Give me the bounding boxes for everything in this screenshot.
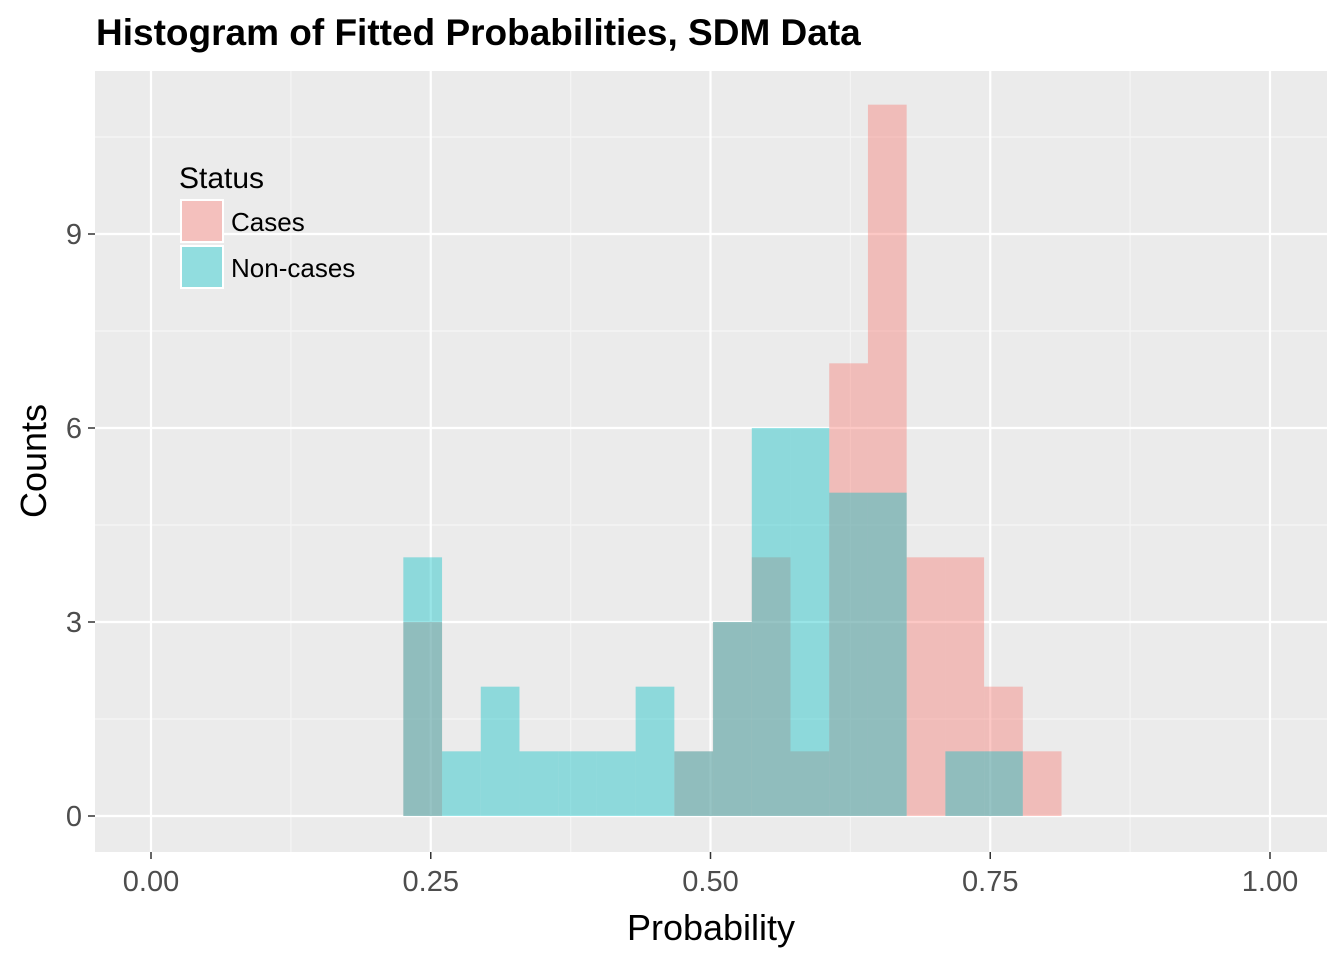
x-tick-label: 0.75 (962, 866, 1018, 898)
bar-non-cases (596, 751, 636, 816)
bar-non-cases (558, 751, 597, 816)
y-tick-label: 6 (66, 413, 82, 445)
bar-non-cases (713, 622, 752, 816)
legend-label: Cases (231, 207, 305, 237)
bar-non-cases (984, 751, 1023, 816)
bar-cases (713, 622, 752, 816)
bar-cases (867, 104, 907, 816)
bar-cases (984, 686, 1023, 816)
y-axis: 0 3 6 9 (66, 219, 95, 833)
x-axis: 0.00 0.25 0.50 0.75 1.00 (123, 852, 1298, 898)
bar-cases (1022, 751, 1062, 816)
chart-title: Histogram of Fitted Probabilities, SDM D… (96, 12, 861, 53)
legend-label: Non-cases (231, 253, 355, 283)
bar-non-cases (635, 686, 675, 816)
y-tick-label: 3 (66, 607, 82, 639)
legend: Status Cases Non-cases (179, 162, 355, 289)
bar-non-cases (945, 751, 985, 816)
bar-cases (751, 557, 791, 816)
bar-non-cases (751, 428, 791, 816)
x-axis-title: Probability (627, 907, 795, 948)
legend-title: Status (179, 162, 264, 195)
bar-non-cases (403, 557, 443, 816)
bar-cases (945, 557, 985, 816)
bar-non-cases (867, 492, 907, 816)
major-gridlines (95, 71, 1327, 852)
legend-key-background (181, 246, 223, 288)
x-tick-label: 0.50 (682, 866, 738, 898)
bar-cases (674, 751, 714, 816)
legend-swatch (180, 199, 224, 243)
bar-cases (403, 622, 443, 816)
legend-key-background (181, 200, 223, 242)
y-tick-label: 9 (66, 219, 82, 251)
bar-cases (790, 751, 830, 816)
x-tick-label: 0.00 (123, 866, 179, 898)
bar-cases (906, 557, 946, 816)
bar-non-cases (829, 492, 868, 816)
bar-non-cases (519, 751, 559, 816)
bar-non-cases (790, 428, 830, 816)
bar-non-cases (480, 686, 520, 816)
y-axis-title: Counts (13, 404, 54, 518)
bar-cases (829, 363, 868, 816)
x-tick-label: 0.25 (403, 866, 459, 898)
bar-non-cases (674, 751, 714, 816)
legend-swatch (180, 245, 224, 289)
bar-non-cases (442, 751, 481, 816)
histogram-bars (403, 104, 1062, 816)
x-tick-label: 1.00 (1242, 866, 1298, 898)
y-tick-label: 0 (66, 801, 82, 833)
